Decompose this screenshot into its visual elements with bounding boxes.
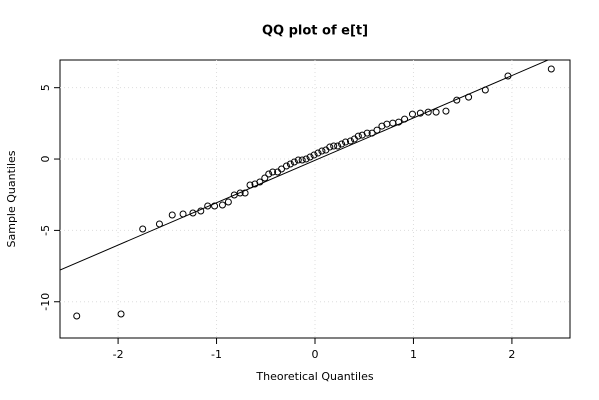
point	[373, 126, 381, 134]
point	[261, 174, 269, 182]
point	[408, 110, 416, 118]
point	[179, 210, 187, 218]
point	[204, 202, 212, 210]
point	[246, 181, 254, 189]
x-tick-label: 2	[508, 348, 515, 361]
point	[389, 119, 397, 127]
point	[326, 143, 334, 151]
point	[189, 209, 197, 217]
point	[395, 118, 403, 126]
point	[330, 142, 338, 150]
x-tick-label: 1	[410, 348, 417, 361]
chart-title: QQ plot of e[t]	[262, 24, 368, 39]
x-tick-label: -2	[113, 348, 124, 361]
point	[224, 198, 232, 206]
point	[401, 115, 409, 123]
reference-line	[60, 60, 550, 271]
point	[416, 109, 424, 117]
point	[481, 86, 489, 94]
point	[346, 137, 354, 145]
x-tick-label: -1	[211, 348, 222, 361]
point	[424, 108, 432, 116]
x-tick-label: 0	[312, 348, 319, 361]
point	[211, 202, 219, 210]
point	[155, 220, 163, 228]
point	[282, 162, 290, 170]
point	[236, 189, 244, 197]
point	[294, 156, 302, 164]
point	[298, 156, 306, 164]
y-tick-label: -10	[39, 293, 52, 311]
point	[256, 178, 264, 186]
point	[197, 207, 205, 215]
point	[504, 72, 512, 80]
point	[363, 129, 371, 137]
point	[465, 93, 473, 101]
y-tick-label: 0	[39, 156, 52, 163]
point	[334, 142, 342, 150]
point	[278, 165, 286, 173]
point	[310, 151, 318, 159]
point	[117, 310, 125, 318]
point	[265, 170, 273, 178]
point	[218, 201, 226, 209]
point	[73, 312, 81, 320]
point	[432, 108, 440, 116]
point	[338, 140, 346, 148]
point	[230, 191, 238, 199]
x-axis-label: Theoretical Quantiles	[255, 370, 373, 383]
point	[322, 146, 330, 154]
point	[547, 65, 555, 73]
point	[269, 168, 277, 176]
point	[453, 96, 461, 104]
point	[241, 189, 249, 197]
point	[342, 138, 350, 146]
point	[168, 211, 176, 219]
y-tick-label: 5	[39, 84, 52, 91]
point	[286, 160, 294, 168]
y-axis-label: Sample Quantiles	[5, 150, 18, 247]
point	[139, 225, 147, 233]
point	[290, 158, 298, 166]
point	[354, 132, 362, 140]
point	[314, 149, 322, 157]
point	[302, 155, 310, 163]
point	[306, 153, 314, 161]
point	[368, 129, 376, 137]
point	[318, 147, 326, 155]
point	[442, 107, 450, 115]
y-tick-label: -5	[39, 225, 52, 236]
